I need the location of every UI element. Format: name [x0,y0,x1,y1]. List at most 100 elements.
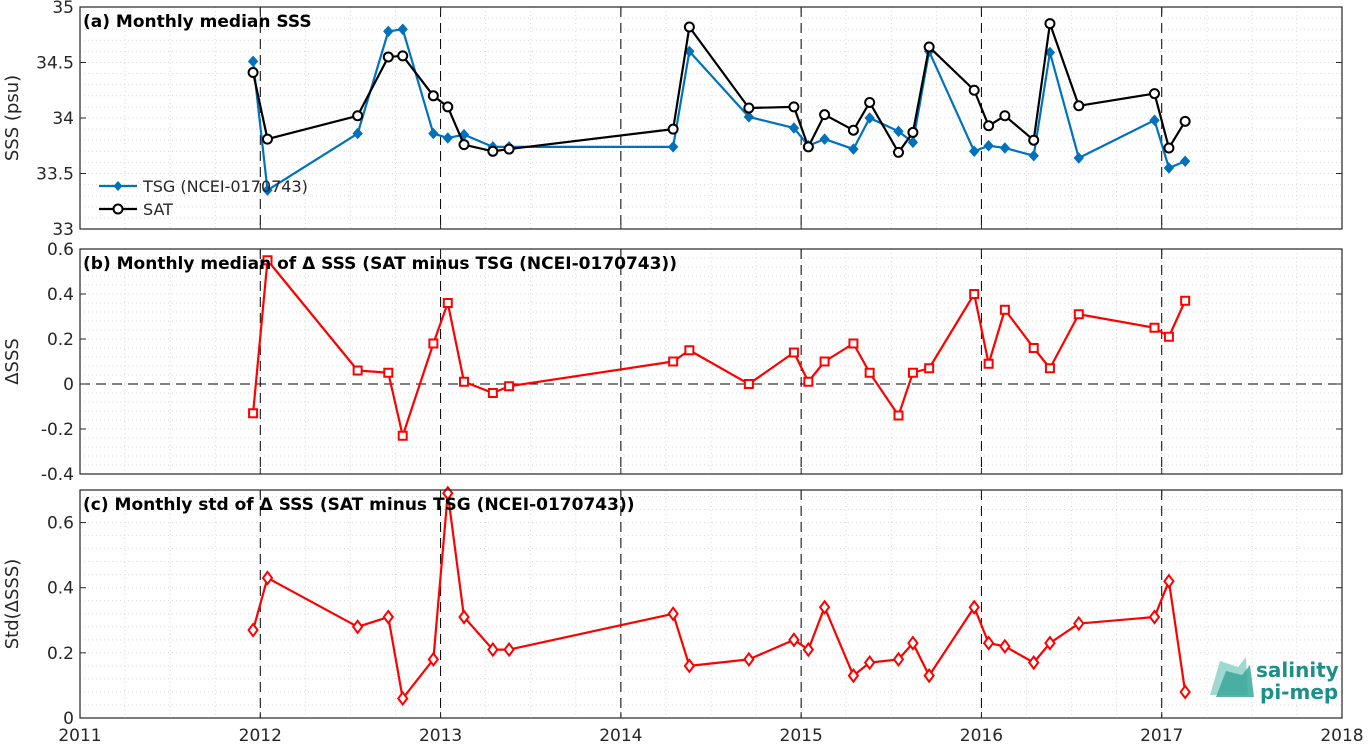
data-point-square [969,289,980,299]
x-tick-label: 2014 [599,726,642,745]
data-point-square [442,298,453,308]
data-point-square [848,338,859,349]
legend-label-1: SAT [143,200,173,219]
data-point-diamond [428,127,439,140]
data-point-square [352,365,363,376]
data-point-circle [999,110,1011,122]
data-point-diamond [788,122,800,134]
data-point-diamond-open [818,599,831,615]
y-tick-label: 33.5 [36,165,74,185]
logo-line1: salinity [1256,658,1339,682]
data-point-circle [819,109,831,121]
data-point-diamond-open [743,651,755,668]
data-point-square [262,255,273,266]
plot-frame [79,489,1343,719]
data-point-diamond-open [968,599,980,615]
data-point-circle [864,96,876,108]
data-point-square [983,358,994,369]
data-point-circle [847,124,859,136]
data-point-diamond [819,133,830,145]
data-point-diamond-open [788,632,800,648]
panel-b-median-delta-sss: -0.4 -0.2 0 0.2 0.4 0.6 ΔSSS (b) Monthly median… [2,240,1343,485]
data-point-circle [442,101,454,113]
data-point-square [864,367,875,378]
data-point-diamond [247,55,259,68]
data-point-diamond [743,111,755,123]
data-point-diamond-open [1179,684,1191,700]
data-point-diamond [397,23,408,35]
y-tick-label: 33 [52,220,74,240]
data-point-circle [352,110,364,122]
data-point-square [819,356,830,367]
data-point-diamond-open [907,635,919,651]
data-point-diamond-open [458,609,470,625]
data-point-square [487,388,498,398]
data-point-circle [802,141,814,153]
data-point-diamond [262,184,273,196]
data-point-diamond-open [802,641,815,658]
data-point-diamond-open [923,667,935,684]
data-point-circle [892,146,904,158]
data-point-circle [247,66,259,78]
data-point-diamond-open [1027,654,1040,671]
data-point-square [743,379,754,389]
data-point-diamond [1149,114,1160,126]
plot-frame [79,6,1343,230]
data-point-circle [1028,134,1040,146]
data-point-diamond-open [396,690,409,707]
data-point-diamond-open [1148,609,1161,625]
data-point-square [684,345,695,356]
logo-wave-graphic-dark [1216,665,1254,697]
plot-frame [79,248,1343,475]
data-point-square [504,381,515,392]
data-point-diamond-open [999,638,1011,655]
data-point-square [788,347,799,358]
panel-a-median-sss: 33 33.5 34 34.5 35 SSS (psu) (a) Monthly media… [2,0,1343,240]
data-point-diamond-open [261,570,274,586]
data-point-square [397,430,408,441]
y-tick-label: -0.2 [41,420,74,440]
y-tick-label: 0.4 [47,285,74,305]
data-point-diamond-open [487,641,499,658]
y-tick-label: 35 [52,0,74,18]
data-point-diamond [383,25,394,38]
data-point-square [428,338,439,349]
x-tick-label: 2017 [1140,726,1183,745]
data-point-diamond [848,143,859,155]
data-point-square [1028,343,1039,353]
data-point-diamond-open [351,619,364,635]
logo-line2: pi-mep [1260,680,1338,704]
y-tick-label: 0.4 [47,579,74,599]
legend: TSG (NCEI-0170743) SAT [99,177,308,219]
y-tick-label: 0.6 [47,240,74,260]
data-point-circle [1044,18,1056,30]
y-axis-label: SSS (psu) [2,75,23,161]
y-tick-label: 0.2 [47,330,74,350]
data-point-circle [397,50,409,62]
data-point-square [1149,322,1160,333]
data-point-square [668,356,679,367]
legend-marker-circle [112,203,124,215]
data-point-square [1180,295,1191,306]
x-tick-label: 2011 [58,726,101,745]
data-point-circle [1179,115,1191,127]
data-point-diamond [1163,162,1175,174]
data-point-circle [427,90,439,102]
data-point-circle [923,41,935,53]
data-point-diamond-open [982,635,995,651]
y-tick-label: 34 [52,109,74,129]
data-point-diamond [969,145,980,158]
data-point-diamond [352,127,363,140]
data-point-square [1044,363,1055,374]
y-tick-label: 0 [63,375,74,395]
data-point-diamond-open [1073,615,1085,632]
y-tick-label: -0.4 [41,465,74,485]
data-point-diamond [1179,155,1191,168]
data-point-square [893,410,904,421]
data-point-square [907,367,918,378]
plot-area [80,490,1342,718]
data-point-diamond [999,142,1011,154]
y-axis-label: Std(ΔSSS) [2,559,23,650]
data-point-square [924,363,935,374]
data-point-diamond [907,136,919,149]
